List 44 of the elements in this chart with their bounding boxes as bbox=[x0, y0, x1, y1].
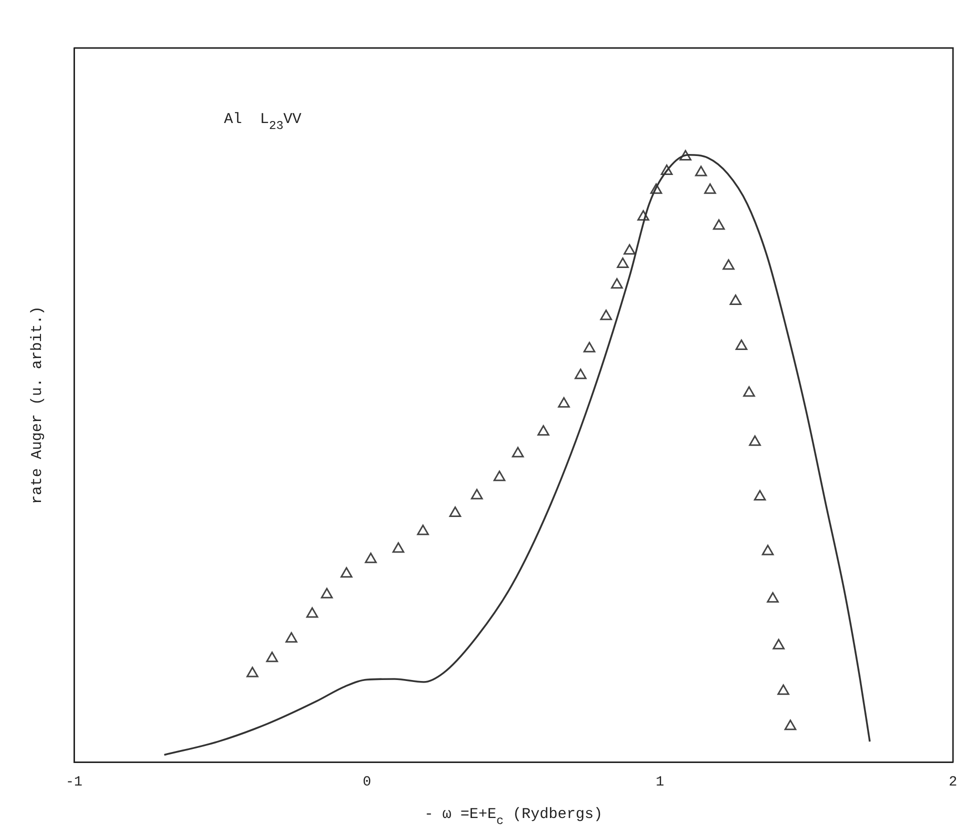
point bbox=[743, 386, 756, 397]
point bbox=[600, 310, 612, 320]
x-tick-label: 0 bbox=[362, 774, 372, 790]
point bbox=[266, 652, 278, 662]
point bbox=[558, 397, 570, 408]
point bbox=[285, 632, 298, 643]
point bbox=[246, 666, 258, 678]
point bbox=[306, 607, 318, 618]
point bbox=[650, 183, 662, 194]
point bbox=[637, 210, 650, 221]
point bbox=[660, 164, 673, 176]
point bbox=[340, 567, 352, 578]
point bbox=[512, 446, 524, 458]
point bbox=[748, 435, 761, 446]
point bbox=[704, 183, 716, 194]
x-tick-label: 2 bbox=[948, 774, 958, 790]
point bbox=[680, 150, 692, 160]
point bbox=[624, 244, 636, 255]
point bbox=[320, 588, 333, 598]
point bbox=[695, 166, 707, 176]
point bbox=[777, 684, 790, 695]
point bbox=[537, 425, 550, 436]
point bbox=[493, 470, 506, 482]
point bbox=[449, 506, 462, 517]
point bbox=[730, 294, 742, 305]
point bbox=[712, 219, 725, 230]
x-tick-label: 1 bbox=[656, 774, 664, 790]
point bbox=[616, 257, 629, 268]
point bbox=[417, 524, 429, 536]
point bbox=[762, 544, 774, 556]
point bbox=[610, 278, 623, 289]
point bbox=[470, 488, 483, 500]
point bbox=[364, 552, 377, 564]
point bbox=[583, 342, 596, 352]
point bbox=[772, 638, 785, 650]
point bbox=[766, 592, 779, 603]
point bbox=[736, 339, 748, 350]
point bbox=[784, 720, 796, 730]
x-tick-label: -1 bbox=[66, 774, 82, 790]
point bbox=[574, 368, 587, 380]
point bbox=[392, 542, 404, 553]
point bbox=[754, 490, 766, 501]
point bbox=[722, 259, 735, 270]
y-axis-title: rate Auger (u. arbit.) bbox=[28, 306, 46, 504]
